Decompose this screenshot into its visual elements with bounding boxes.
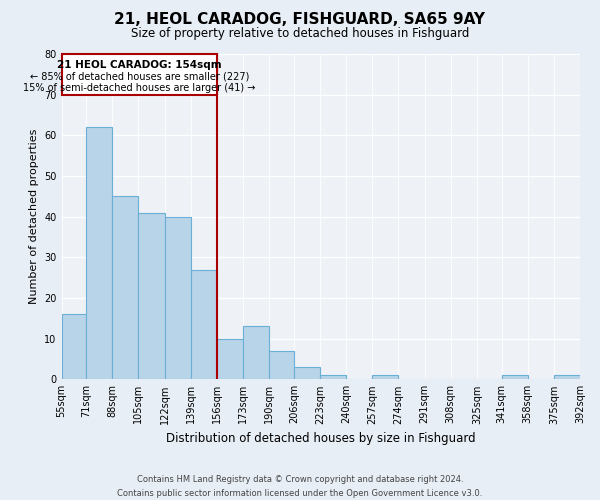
Text: 21 HEOL CARADOG: 154sqm: 21 HEOL CARADOG: 154sqm (57, 60, 221, 70)
Text: 15% of semi-detached houses are larger (41) →: 15% of semi-detached houses are larger (… (23, 84, 256, 94)
Bar (62, 54, 217, 94)
Bar (554, 375, 580, 380)
Bar (217, 338, 243, 380)
Bar (294, 367, 320, 380)
Text: Size of property relative to detached houses in Fishguard: Size of property relative to detached ho… (131, 28, 469, 40)
Bar (320, 375, 346, 380)
Text: ← 85% of detached houses are smaller (227): ← 85% of detached houses are smaller (22… (29, 71, 249, 81)
Bar (372, 375, 398, 380)
Y-axis label: Number of detached properties: Number of detached properties (29, 129, 39, 304)
Bar (269, 351, 294, 380)
Text: 21, HEOL CARADOG, FISHGUARD, SA65 9AY: 21, HEOL CARADOG, FISHGUARD, SA65 9AY (115, 12, 485, 28)
Bar (112, 196, 139, 380)
Bar (164, 216, 191, 380)
Bar (243, 326, 269, 380)
Bar (502, 375, 527, 380)
Bar (62, 314, 86, 380)
Text: Contains HM Land Registry data © Crown copyright and database right 2024.
Contai: Contains HM Land Registry data © Crown c… (118, 476, 482, 498)
X-axis label: Distribution of detached houses by size in Fishguard: Distribution of detached houses by size … (166, 432, 476, 445)
Bar (139, 212, 164, 380)
Bar (86, 127, 112, 380)
Bar (191, 270, 217, 380)
